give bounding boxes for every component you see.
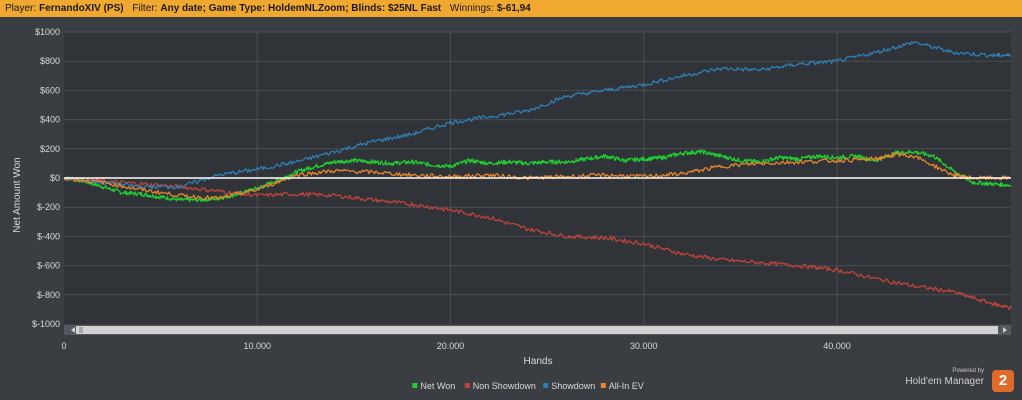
legend-swatch <box>412 383 418 388</box>
y-tick-label: $-800 <box>37 290 60 300</box>
series-line-showdown <box>63 41 1012 190</box>
legend-swatch <box>464 383 470 388</box>
y-tick-label: $-400 <box>37 231 60 241</box>
winnings-chart: $1000 $800 $600 $400 $200 $0 $-200 $-400 $-600 $-… <box>12 27 1012 391</box>
filter-label: Filter: <box>132 3 158 14</box>
x-tick-label: 0 <box>61 341 66 351</box>
y-tick-label: $800 <box>40 56 60 66</box>
scrollbar-thumb[interactable] <box>76 326 998 334</box>
winnings-label: Winnings: <box>449 3 494 14</box>
legend-swatch <box>543 383 549 388</box>
y-axis-title: Net Amount Won <box>12 157 23 232</box>
branding: Powered by Hold'em Manager 2 <box>894 368 1014 396</box>
powered-by-text: Powered by <box>952 368 984 374</box>
y-tick-label: $0 <box>50 173 60 183</box>
y-tick-label: $400 <box>40 115 60 125</box>
scroll-right-arrow-icon[interactable] <box>1003 327 1007 333</box>
series-line-all-in-ev <box>63 152 1012 200</box>
brand-name: Hold'em Manager <box>905 376 984 387</box>
x-tick-label: 10.000 <box>243 341 271 351</box>
filter-value: Any date; Game Type: HoldemNLZoom; Blind… <box>160 3 442 14</box>
legend-swatch <box>600 383 606 388</box>
x-tick-label: 20.000 <box>437 341 465 351</box>
y-tick-label: $-1000 <box>32 319 60 329</box>
y-tick-label: $200 <box>40 144 60 154</box>
y-tick-label: $600 <box>40 85 60 95</box>
axis-ticks: $1000 $800 $600 $400 $200 $0 $-200 $-400 $-600 $-… <box>32 27 851 351</box>
player-value: FernandoXIV (PS) <box>39 3 124 14</box>
x-axis-title: Hands <box>524 356 553 367</box>
legend-item-label: Showdown <box>551 381 595 391</box>
series-line-non-showdown <box>63 176 1012 310</box>
series-lines <box>63 41 1012 310</box>
brand-logo-icon: 2 <box>992 370 1014 392</box>
legend: Net Won Non Showdown Showdown All-In EV <box>412 381 644 391</box>
x-tick-label: 30.000 <box>630 341 658 351</box>
player-label: Player: <box>5 3 37 14</box>
legend-item-label: Non Showdown <box>473 381 536 391</box>
legend-item-label: All-In EV <box>609 381 644 391</box>
x-tick-label: 40.000 <box>823 341 851 351</box>
horizontal-scrollbar[interactable] <box>64 325 1011 335</box>
y-tick-label: $-600 <box>37 261 60 271</box>
legend-item-label: Net Won <box>420 381 455 391</box>
y-tick-label: $1000 <box>35 27 60 37</box>
report-header: Player: FernandoXIV (PS) Filter: Any date;… <box>0 0 1022 17</box>
winnings-value: $-61,94 <box>496 3 531 14</box>
y-tick-label: $-200 <box>37 202 60 212</box>
scroll-left-arrow-icon[interactable] <box>71 327 75 333</box>
